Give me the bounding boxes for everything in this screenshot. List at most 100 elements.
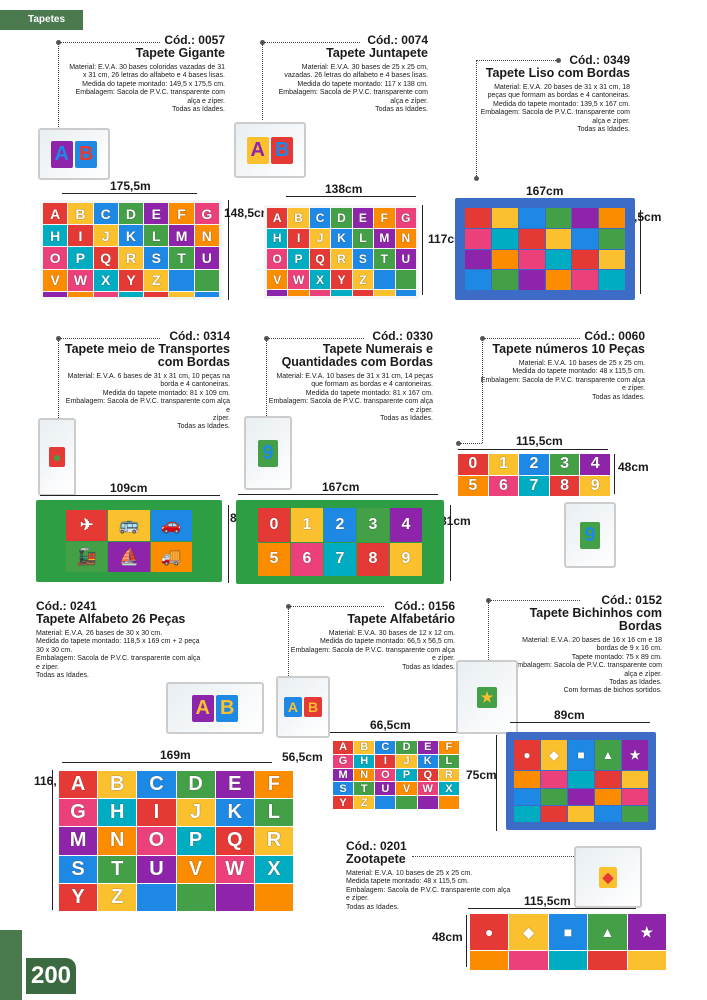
mat-tile: D [176,771,215,799]
mat-tile [541,788,567,805]
mat-tile [595,805,621,822]
mat-tile: D [118,203,144,225]
mat-tile [514,805,540,822]
mat-tile: ■ [568,740,594,771]
mat-tile: Q [215,827,254,855]
dim-line [510,722,650,723]
mat-tile: B [354,741,375,754]
mat-tile: Q [309,249,331,269]
mat-tile [599,249,625,270]
dim-line [52,770,53,910]
mat-tile [93,291,118,297]
product-0060: Cód.: 0060 Tapete números 10 Peças Mater… [480,330,645,402]
mat-tile: I [137,799,176,827]
mat-tile: N [98,827,137,855]
mat-tile: K [331,228,352,249]
mat-liso-bordas [455,198,635,300]
mat-tile [518,270,545,290]
dim-line [458,449,608,450]
mat-tile: 6 [488,475,519,496]
leader-line [262,42,263,120]
mat-tile [68,291,93,297]
mat-tile: M [333,768,354,782]
product-desc: Material: E.V.A. 6 bases de 31 x 31 cm, … [65,373,230,431]
product-0156: Cód.: 0156 Tapete Alfabetário Material: … [290,600,455,672]
mat-tile [572,208,599,228]
mat-tile: Q [417,768,438,782]
mat-tile [518,208,545,228]
mat-tile: 1 [291,508,323,542]
mat-tile: C [137,771,176,799]
mat-zootapete: ● ◆ ■ ▲ ★ [470,914,666,970]
mat-tile: O [43,247,68,269]
mat-tile: W [68,269,93,291]
mat-tile: K [417,754,438,768]
mat-tile: J [309,228,331,249]
product-desc: Material: E.V.A. 10 bases de 31 x 31 cm,… [268,373,433,423]
dim-line [228,200,229,300]
mat-tile: 1 [488,454,519,475]
mat-tile: ● [514,740,540,771]
mat-tile: K [118,225,144,247]
product-code: Cód.: 0060 [584,329,645,343]
mat-tile: A [267,208,288,228]
mat-tile: 5 [258,542,290,576]
product-0241: Cód.: 0241 Tapete Alfabeto 26 Peças Mate… [36,600,236,680]
dim-width: 66,5cm [370,718,411,732]
leader-dot [474,176,479,181]
mat-tile [622,771,648,788]
leader-line [268,338,364,339]
mat-tile: X [93,269,118,291]
mat-tile: K [215,799,254,827]
mat-tile: O [137,827,176,855]
mat-tile [599,228,625,249]
dim-line [40,495,220,496]
mat-tile: R [438,768,459,782]
mat-tile: 8 [357,542,389,576]
mat-tile: 3 [549,454,580,475]
mat-tile [465,228,491,249]
mat-tile: B [98,771,137,799]
mat-tile [491,228,518,249]
product-0074: Cód.: 0074 Tapete Juntapete Material: E.… [268,34,428,114]
mat-tile: 8 [549,475,580,496]
mat-tile: I [288,228,309,249]
mat-tile [43,291,68,297]
mat-tile: F [169,203,194,225]
mat-tile: E [417,741,438,754]
mat-tile [572,228,599,249]
dim-line [62,193,197,194]
dim-width: 89cm [554,708,585,722]
mat-tile: M [169,225,194,247]
product-bag: 9 [564,502,616,568]
mat-tile [572,249,599,270]
mat-tile [438,796,459,809]
dim-line [62,762,272,763]
mat-tile: 2 [519,454,549,475]
dim-width: 138cm [325,182,363,196]
leader-line [288,606,289,676]
mat-tile [194,269,219,291]
mat-tile [509,951,548,970]
mat-tile [465,249,491,270]
mat-tile: S [144,247,169,269]
product-desc: Material: E.V.A. 30 bases de 25 x 25 cm,… [278,64,428,114]
mat-tile [545,270,572,290]
mat-tile: X [309,269,331,290]
mat-tile: ★ [627,914,666,950]
mat-tile: D [331,208,352,228]
mat-tile: Z [352,269,374,290]
mat-tile [137,883,176,911]
dim-line [286,196,416,197]
mat-tile: 🚌 [108,510,150,541]
mat-tile [309,290,331,296]
mat-tile: N [395,228,416,249]
leader-dot [456,441,461,446]
product-0201: Cód.: 0201 Zootapete Material: E.V.A. 10… [346,840,518,912]
dim-height: 75cm [466,768,497,782]
mat-tile [518,249,545,270]
